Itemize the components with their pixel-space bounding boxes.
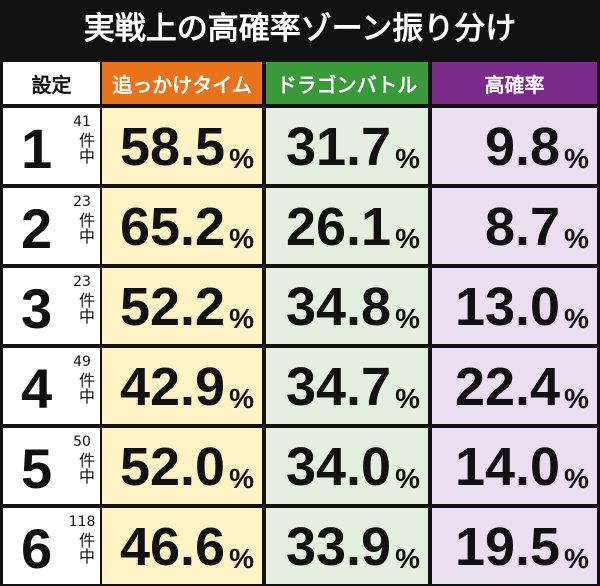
percent-unit: % [395,223,420,254]
setting-number: 3 [21,277,53,340]
sample-count: 23 [73,274,91,290]
percent-unit: % [395,143,420,174]
sample-count: 50 [73,434,91,450]
count-suffix: 件中 [76,292,95,324]
percent-unit: % [395,383,420,414]
percent-cell: 31.7% [266,108,428,184]
percent-value: 52.2 [119,277,226,337]
percent-cell: 13.0% [432,268,597,344]
percent-unit: % [564,543,589,574]
percent-value: 65.2 [119,197,226,257]
setting-cell: 4 49 件中 [3,348,100,424]
column-header: 高確率 [432,62,597,104]
setting-cell: 3 23 件中 [3,268,100,344]
setting-number: 6 [21,517,53,580]
sample-count: 41 [73,114,91,130]
setting-number: 1 [21,117,53,180]
count-suffix: 件中 [76,452,95,484]
percent-value: 34.7 [285,357,392,417]
percent-unit: % [395,303,420,334]
percent-value: 14.0 [454,437,561,497]
percent-value: 58.5 [119,117,226,177]
percent-cell: 46.6% [102,508,262,584]
percent-unit: % [395,543,420,574]
percent-unit: % [564,463,589,494]
percent-cell: 52.2% [102,268,262,344]
title: 実戦上の高確率ゾーン振り分け [83,11,517,47]
setting-cell: 5 50 件中 [3,428,100,504]
percent-unit: % [229,143,254,174]
percent-cell: 19.5% [432,508,597,584]
percent-cell: 34.8% [266,268,428,344]
percent-value: 46.6 [119,517,226,577]
setting-number: 4 [21,357,53,420]
percent-value: 34.8 [285,277,392,337]
percent-value: 22.4 [454,357,561,417]
percent-cell: 14.0% [432,428,597,504]
percent-value: 9.8 [485,117,561,177]
sample-count: 23 [73,194,91,210]
percent-unit: % [229,543,254,574]
percent-value: 33.9 [285,517,392,577]
percent-unit: % [229,223,254,254]
percent-cell: 33.9% [266,508,428,584]
sample-count: 49 [73,354,91,370]
count-suffix: 件中 [76,212,95,244]
column-header: 設定 [3,62,100,104]
percent-cell: 22.4% [432,348,597,424]
percent-cell: 42.9% [102,348,262,424]
percent-unit: % [229,303,254,334]
percent-value: 31.7 [285,117,392,177]
percent-cell: 34.7% [266,348,428,424]
percent-cell: 8.7% [432,188,597,264]
percent-cell: 65.2% [102,188,262,264]
setting-cell: 6 118 件中 [3,508,100,584]
percent-value: 8.7 [485,197,561,257]
percent-unit: % [564,383,589,414]
count-suffix: 件中 [76,372,95,404]
percent-unit: % [564,303,589,334]
percent-value: 34.0 [285,437,392,497]
count-suffix: 件中 [76,132,95,164]
percent-cell: 26.1% [266,188,428,264]
percent-unit: % [564,143,589,174]
percent-cell: 52.0% [102,428,262,504]
column-header: 追っかけタイム [102,62,262,104]
count-suffix: 件中 [76,532,95,564]
percent-unit: % [564,223,589,254]
percent-unit: % [229,463,254,494]
percent-value: 13.0 [454,277,561,337]
percent-value: 52.0 [119,437,226,497]
sample-count: 118 [68,514,96,530]
setting-number: 5 [21,437,53,500]
column-header: ドラゴンバトル [266,62,428,104]
setting-cell: 1 41 件中 [3,108,100,184]
percent-cell: 34.0% [266,428,428,504]
percent-value: 26.1 [285,197,392,257]
percent-cell: 58.5% [102,108,262,184]
percent-unit: % [229,383,254,414]
setting-number: 2 [21,197,53,260]
setting-cell: 2 23 件中 [3,188,100,264]
percent-value: 19.5 [454,517,561,577]
percent-value: 42.9 [119,357,226,417]
percent-unit: % [395,463,420,494]
percent-cell: 9.8% [432,108,597,184]
